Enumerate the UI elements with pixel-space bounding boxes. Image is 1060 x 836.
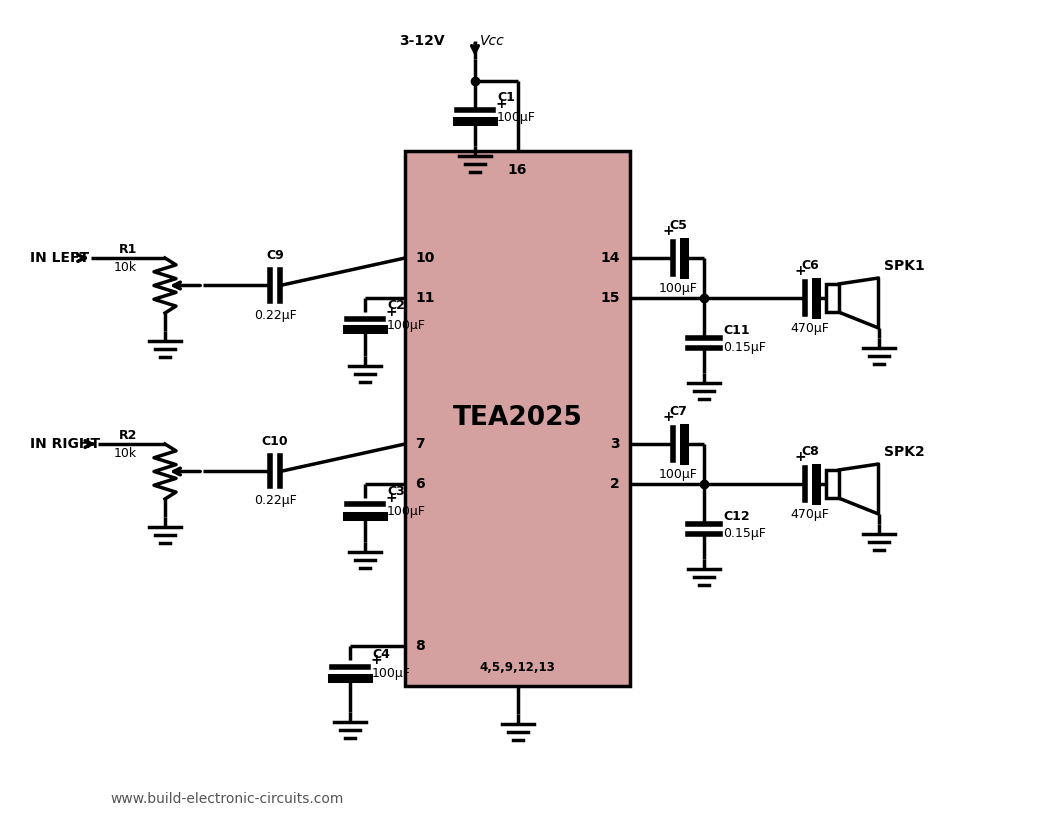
Text: 15: 15 <box>601 291 620 305</box>
Text: C9: C9 <box>266 249 284 263</box>
Text: 100μF: 100μF <box>372 667 411 681</box>
Bar <box>826 284 838 312</box>
Text: +: + <box>794 264 806 278</box>
Text: C6: C6 <box>801 259 819 272</box>
Bar <box>405 151 630 686</box>
Text: www.build-electronic-circuits.com: www.build-electronic-circuits.com <box>110 792 343 806</box>
Text: 0.22μF: 0.22μF <box>253 495 297 507</box>
Text: 100μF: 100μF <box>387 319 426 333</box>
Text: 6: 6 <box>416 477 425 491</box>
Text: 100μF: 100μF <box>658 282 697 295</box>
Text: 0.22μF: 0.22μF <box>253 308 297 322</box>
Text: +: + <box>662 224 674 238</box>
Text: Vcc: Vcc <box>480 34 505 48</box>
Text: 3-12V: 3-12V <box>400 34 445 48</box>
Text: 0.15μF: 0.15μF <box>724 341 766 354</box>
Text: +: + <box>370 653 382 667</box>
Text: C12: C12 <box>724 511 750 523</box>
Text: 16: 16 <box>508 163 527 177</box>
Text: C3: C3 <box>387 486 405 498</box>
Text: 3: 3 <box>611 437 620 451</box>
Text: +: + <box>495 97 507 111</box>
Text: 470μF: 470μF <box>791 508 829 521</box>
Text: 14: 14 <box>601 251 620 265</box>
Text: 8: 8 <box>416 639 425 653</box>
Text: +: + <box>794 450 806 464</box>
Text: C1: C1 <box>497 91 515 104</box>
Text: 10k: 10k <box>113 447 137 461</box>
Text: 100μF: 100μF <box>497 111 536 125</box>
Text: C4: C4 <box>372 648 390 660</box>
Text: +: + <box>385 305 396 319</box>
Text: SPK1: SPK1 <box>883 259 924 273</box>
Text: R1: R1 <box>119 243 137 257</box>
Text: 100μF: 100μF <box>658 468 697 481</box>
Text: 0.15μF: 0.15μF <box>724 528 766 541</box>
Text: 11: 11 <box>416 291 435 305</box>
Text: 10: 10 <box>416 251 435 265</box>
Text: C10: C10 <box>262 436 288 448</box>
Text: IN LEFT: IN LEFT <box>30 251 89 265</box>
Text: TEA2025: TEA2025 <box>453 405 582 431</box>
Text: R2: R2 <box>119 430 137 442</box>
Text: C11: C11 <box>724 324 750 338</box>
Text: 2: 2 <box>611 477 620 491</box>
Text: SPK2: SPK2 <box>883 445 924 459</box>
Text: C8: C8 <box>801 445 819 458</box>
Text: 4,5,9,12,13: 4,5,9,12,13 <box>479 661 555 674</box>
Text: C2: C2 <box>387 299 405 313</box>
Text: IN RIGHT: IN RIGHT <box>30 437 100 451</box>
Bar <box>826 470 838 498</box>
Text: +: + <box>662 410 674 424</box>
Text: C5: C5 <box>669 219 687 232</box>
Text: 100μF: 100μF <box>387 506 426 518</box>
Text: C7: C7 <box>669 405 687 418</box>
Text: 10k: 10k <box>113 262 137 274</box>
Text: 7: 7 <box>416 437 425 451</box>
Text: 470μF: 470μF <box>791 322 829 335</box>
Text: +: + <box>385 491 396 505</box>
